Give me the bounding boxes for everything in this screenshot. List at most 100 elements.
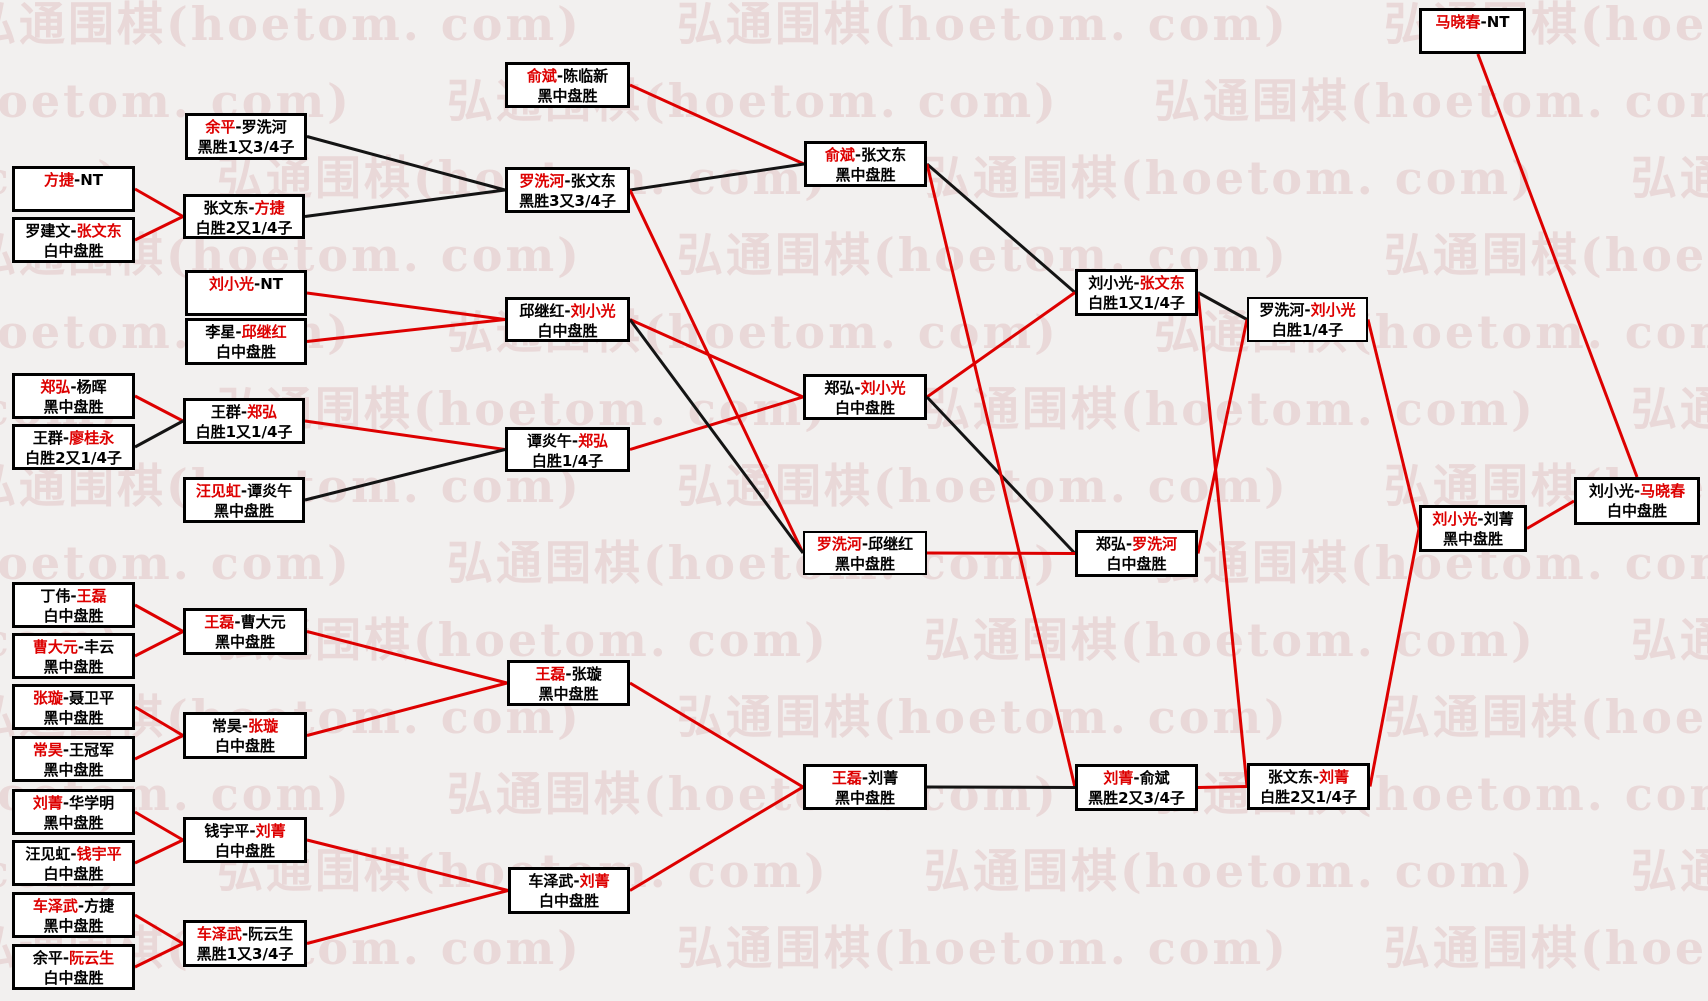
- player2-name: NT: [1486, 13, 1510, 31]
- player-separator: -: [854, 146, 862, 164]
- match-result: 白中盘胜: [1106, 555, 1167, 573]
- bracket-line-M8-N5: [306, 681, 508, 737]
- player-separator: -: [234, 613, 241, 631]
- match-players: 王磊-曹大元: [186, 612, 304, 632]
- bracket-line-P2-Q1: [1196, 319, 1249, 554]
- player1-name: 刘小光: [1432, 510, 1478, 528]
- player-separator: -: [1125, 535, 1133, 553]
- match-box-O3: 罗洗河-邱继红 黑中盘胜: [803, 531, 927, 575]
- match-result: 黑中盘胜: [214, 633, 275, 651]
- player2-name: 张文东: [570, 172, 616, 190]
- player2-name: 谭炎午: [247, 482, 293, 500]
- match-box-L11: 车泽武-方捷 黑中盘胜: [12, 892, 135, 938]
- player-separator: -: [235, 118, 242, 136]
- match-result: 黑中盘胜: [43, 917, 104, 935]
- match-players: 谭炎午-郑弘: [508, 431, 627, 451]
- match-players: 余平-罗洗河: [188, 117, 304, 137]
- bracket-line-P3-Q2: [1197, 785, 1248, 789]
- player-separator: -: [241, 717, 249, 735]
- bracket-line-M9-N6: [306, 838, 509, 892]
- match-players: 钱宇平-刘菁: [186, 821, 304, 841]
- match-players: 罗建文-张文东: [15, 221, 132, 241]
- match-result: 白中盘胜: [43, 242, 104, 260]
- bracket-line-M10-N6: [306, 889, 509, 945]
- match-result: 黑中盘胜: [1442, 530, 1503, 548]
- player2-name: 张文东: [861, 146, 907, 164]
- match-box-N2: 罗洗河-张文东 黑胜3又3/4子: [505, 167, 630, 213]
- match-result: 黑中盘胜: [835, 166, 896, 184]
- bracket-line-L5-M7: [134, 603, 184, 633]
- match-result: 白中盘胜: [214, 737, 275, 755]
- player2-name: 丰云: [84, 638, 115, 656]
- player-separator: -: [854, 379, 861, 397]
- match-result: 黑中盘胜: [43, 761, 104, 779]
- match-players: 刘小光-刘菁: [1422, 509, 1524, 529]
- match-players: 罗洗河-张文东: [508, 171, 627, 191]
- match-box-N1: 俞斌-陈临新 黑中盘胜: [505, 62, 630, 108]
- match-players: 方捷-NT: [15, 170, 132, 190]
- match-box-P3: 刘菁-俞斌 黑胜2又3/4子: [1075, 764, 1198, 811]
- match-box-M8: 常昊-张璇白中盘胜: [183, 712, 307, 759]
- bracket-line-M4-N3: [306, 318, 506, 343]
- player-separator: -: [861, 535, 869, 553]
- match-box-O4: 王磊-刘菁 黑中盘胜: [803, 764, 927, 810]
- player2-name: 刘菁: [868, 769, 899, 787]
- match-result: 白中盘胜: [215, 343, 276, 361]
- player2-name: 张璇: [248, 717, 279, 735]
- match-box-L8: 常昊-王冠军 黑中盘胜: [12, 736, 135, 782]
- match-result: 黑中盘胜: [43, 398, 104, 416]
- player-separator: -: [1633, 482, 1641, 500]
- bracket-line-N2-O1: [629, 162, 805, 192]
- bracket-line-M2-N2: [304, 188, 506, 218]
- player1-name: 曹大元: [32, 638, 78, 656]
- match-box-S1: 刘小光-马晓春 白中盘胜: [1574, 477, 1700, 525]
- bracket-line-L4-M5: [134, 419, 184, 449]
- player-separator: -: [77, 638, 85, 656]
- player1-name: 李星: [205, 323, 236, 341]
- match-box-R2: 刘小光-刘菁 黑中盘胜: [1419, 505, 1527, 552]
- match-players: 郑弘-刘小光: [806, 378, 924, 398]
- match-box-L3: 郑弘-杨晖 黑中盘胜: [12, 373, 135, 419]
- player1-name: 俞斌: [526, 67, 557, 85]
- player1-name: 张璇: [32, 689, 63, 707]
- player-separator: -: [62, 429, 70, 447]
- match-box-M4: 李星-邱继红 白中盘胜: [185, 318, 307, 365]
- player1-name: 车泽武: [196, 925, 242, 943]
- match-box-M2: 张文东-方捷 白胜2又1/4子: [183, 194, 305, 239]
- player2-name: 阮云生: [69, 949, 115, 967]
- bracket-line-O2-P1: [926, 291, 1076, 399]
- match-players: 俞斌-张文东: [807, 145, 924, 165]
- match-result: 黑中盘胜: [834, 789, 895, 807]
- bracket-line-O1-P1: [926, 162, 1076, 294]
- bracket-line-L1-M2: [134, 187, 184, 218]
- player1-name: 王磊: [204, 613, 235, 631]
- player-separator: -: [62, 689, 70, 707]
- bracket-line-L10-M9: [134, 838, 184, 865]
- match-players: 王群-廖桂永: [15, 428, 132, 448]
- player-separator: -: [240, 403, 248, 421]
- player2-name: 刘小光: [1310, 301, 1356, 319]
- match-result: 黑胜1又3/4子: [196, 945, 294, 963]
- match-players: 邱继红-刘小光: [508, 301, 627, 321]
- match-box-L9: 刘菁-华学明 黑中盘胜: [12, 789, 135, 835]
- match-result: 白中盘胜: [43, 969, 104, 987]
- bracket-line-O4-P3: [926, 785, 1076, 789]
- bracket-line-O1-P3: [925, 163, 1077, 788]
- player2-name: 邱继红: [241, 323, 287, 341]
- match-result: 白胜1/4子: [1271, 321, 1344, 339]
- match-players: 郑弘-罗洗河: [1078, 534, 1195, 554]
- player1-name: 汪见虹: [195, 482, 241, 500]
- player2-name: 陈临新: [563, 67, 609, 85]
- player1-name: 常昊: [211, 717, 242, 735]
- bracket-line-N3-O3: [628, 318, 805, 554]
- match-box-M5: 王群-郑弘 白胜1又1/4子: [183, 398, 305, 444]
- player1-name: 丁伟: [40, 587, 71, 605]
- bracket-line-P1-Q1: [1197, 291, 1248, 321]
- player-separator: -: [62, 949, 70, 967]
- match-box-N5: 王磊-张璇 黑中盘胜: [507, 660, 630, 706]
- match-box-M10: 车泽武-阮云生 黑胜1又3/4子: [183, 920, 307, 967]
- player-separator: -: [70, 587, 77, 605]
- match-box-P2: 郑弘-罗洗河 白中盘胜: [1075, 530, 1198, 577]
- player2-name: 华学明: [69, 794, 115, 812]
